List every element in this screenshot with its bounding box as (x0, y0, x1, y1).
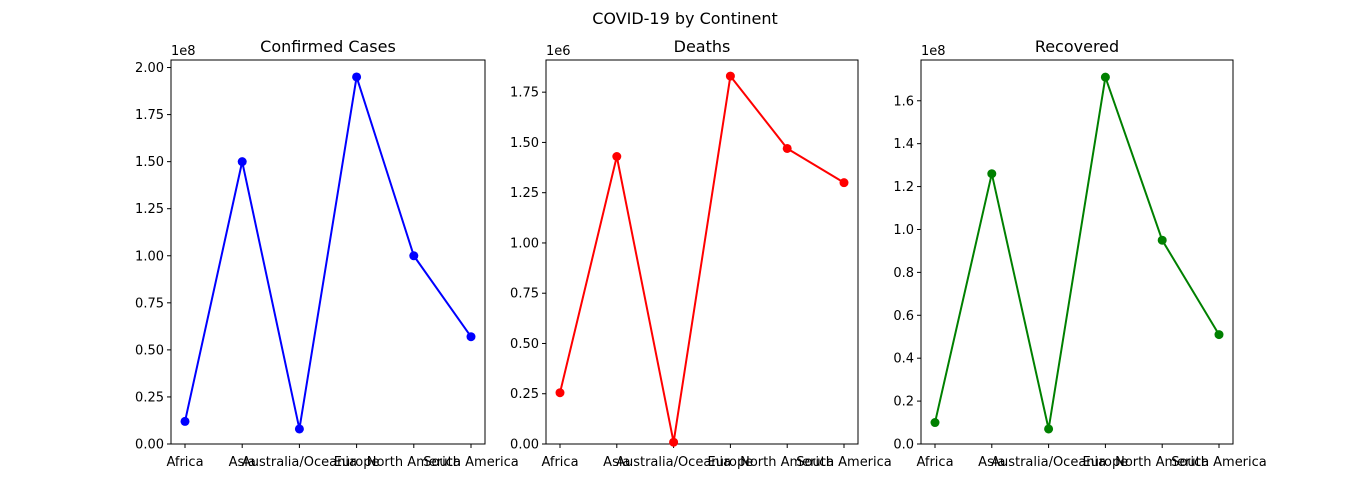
axes-frame (920, 59, 1234, 445)
data-point (409, 251, 419, 261)
subplot-title: Recovered (1035, 37, 1119, 56)
y-tick-label: 1.75 (135, 108, 164, 123)
x-tick-label: North America (367, 455, 461, 470)
series-line (184, 75, 472, 430)
x-tick-label: Asia (603, 455, 630, 470)
y-offset-label: 1e6 (546, 44, 571, 59)
x-tick-label: South America (1171, 455, 1267, 470)
data-point (1044, 424, 1054, 434)
data-point (352, 72, 362, 82)
data-point (669, 437, 679, 447)
subplot-1: Confirmed Cases 1e8 0.00 0.25 0.50 0.75 1.00 1.… (135, 37, 519, 470)
subplot-title: Confirmed Cases (260, 37, 396, 56)
axes-frame (170, 59, 486, 445)
data-point (466, 332, 476, 342)
data-point (725, 71, 735, 81)
y-tick-label: 0.25 (135, 390, 164, 405)
x-tick-label: Asia (978, 455, 1005, 470)
y-tick-label: 0.75 (510, 287, 539, 302)
y-tick-label: 1.00 (135, 249, 164, 264)
data-point (930, 418, 940, 428)
data-point (294, 424, 304, 434)
y-offset-label: 1e8 (921, 44, 946, 59)
y-tick-label: 0.50 (135, 343, 164, 358)
y-tick-label: 0.0 (893, 438, 914, 453)
x-tick-label: Africa (916, 455, 953, 470)
y-tick-label: 0.00 (135, 438, 164, 453)
data-point (1100, 72, 1110, 82)
y-tick-label: 1.50 (510, 136, 539, 151)
x-tick-label: Australia/Oceania (991, 455, 1106, 470)
x-tick-label: North America (740, 455, 834, 470)
y-tick-label: 0.50 (510, 337, 539, 352)
y-tick-label: 0.00 (510, 438, 539, 453)
y-tick-label: 1.25 (135, 202, 164, 217)
y-tick-label: 1.2 (893, 180, 914, 195)
y-tick-label: 1.6 (893, 94, 914, 109)
subplot-3: Recovered 1e8 0.0 0.2 0.4 0.6 0.8 1.0 1.2 1.4 1.6 A… (893, 37, 1266, 470)
x-tick-label: North America (1115, 455, 1209, 470)
figure-title: COVID-19 by Continent (592, 9, 778, 28)
data-point (612, 152, 622, 162)
axes-frame (545, 59, 859, 445)
y-tick-label: 1.4 (893, 137, 914, 152)
y-tick-label: 1.25 (510, 186, 539, 201)
data-point (1214, 330, 1224, 340)
subplot-2: Deaths 1e6 0.00 0.25 0.50 0.75 1.00 1.25 1.50 1.7… (510, 37, 892, 470)
data-point (1157, 235, 1167, 245)
x-tick-label: Europe (334, 455, 380, 470)
y-tick-label: 0.75 (135, 296, 164, 311)
y-offset-label: 1e8 (171, 44, 196, 59)
data-point (555, 388, 565, 398)
series-line (559, 75, 845, 444)
x-tick-label: Australia/Oceania (242, 455, 357, 470)
data-point (839, 178, 849, 188)
y-tick-label: 0.4 (893, 352, 914, 367)
y-tick-label: 0.8 (893, 266, 914, 281)
y-tick-label: 2.00 (135, 61, 164, 76)
y-tick-label: 1.75 (510, 86, 539, 101)
x-tick-label: South America (796, 455, 892, 470)
x-tick-label: Africa (166, 455, 203, 470)
y-tick-label: 1.50 (135, 155, 164, 170)
x-tick-label: Australia/Oceania (616, 455, 731, 470)
y-tick-label: 0.2 (893, 395, 914, 410)
series-line (934, 76, 1220, 430)
x-tick-label: Europe (708, 455, 754, 470)
data-point (180, 416, 190, 426)
y-tick-label: 0.25 (510, 387, 539, 402)
data-point (782, 143, 792, 153)
x-tick-label: Asia (229, 455, 256, 470)
y-tick-label: 1.00 (510, 236, 539, 251)
y-tick-label: 0.6 (893, 309, 914, 324)
x-tick-label: South America (423, 455, 519, 470)
x-tick-label: Europe (1083, 455, 1129, 470)
x-tick-label: Africa (541, 455, 578, 470)
data-point (237, 157, 247, 167)
subplot-title: Deaths (674, 37, 731, 56)
data-point (987, 169, 997, 179)
y-tick-label: 1.0 (893, 223, 914, 238)
